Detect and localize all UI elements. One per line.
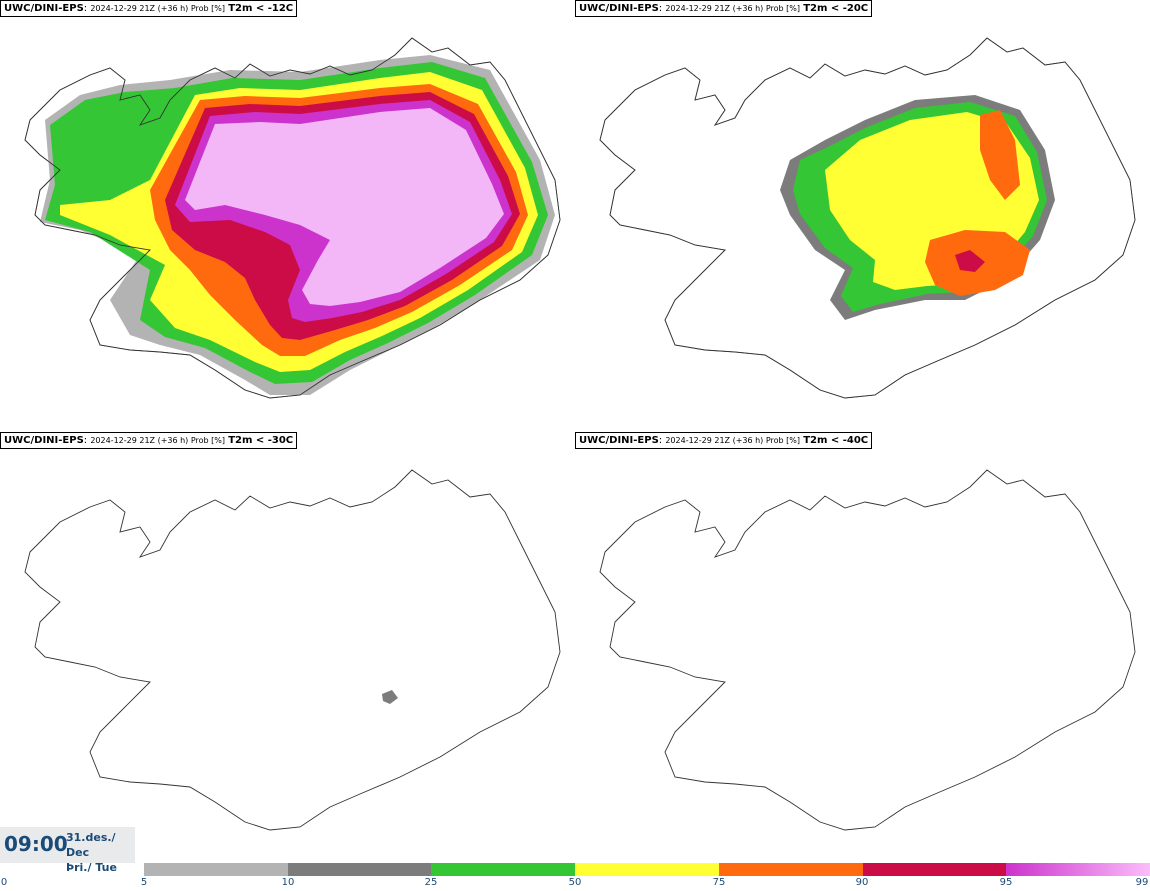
valid-date-line2: Þri./ Tue (66, 861, 117, 874)
valid-date: 31.des./ Dec Þri./ Tue (66, 830, 135, 875)
map-panel-t2m-minus-20: UWC/DINI-EPS: 2024-12-29 21Z (+36 h) Pro… (575, 0, 1150, 432)
colorbar-tick-5: 5 (140, 877, 148, 888)
iceland-probability-map (599, 469, 1136, 831)
model-name: UWC/DINI-EPS (4, 435, 84, 446)
valid-time-box: 09:00 31.des./ Dec Þri./ Tue (0, 827, 135, 874)
variable-threshold: T2m < -20C (803, 3, 869, 14)
panel-caption: UWC/DINI-EPS: 2024-12-29 21Z (+36 h) Pro… (0, 432, 298, 449)
colorbar-tick-25: 25 (424, 877, 438, 888)
probability-colorbar (144, 863, 1150, 876)
iceland-probability-map (24, 37, 561, 399)
colorbar-segment-90-95 (862, 863, 1007, 876)
prob-90-area (955, 250, 985, 272)
colorbar-segment-95-99 (1006, 863, 1150, 876)
variable-threshold: T2m < -12C (228, 3, 294, 14)
iceland-probability-map (24, 469, 561, 831)
colorbar-tick-95: 95 (999, 877, 1013, 888)
run-info: 2024-12-29 21Z (+36 h) Prob [%] (665, 436, 801, 445)
colorbar-tick-99: 99 (1135, 877, 1149, 888)
variable-threshold: T2m < -30C (228, 435, 294, 446)
model-name: UWC/DINI-EPS (579, 435, 659, 446)
prob-99-area (185, 108, 504, 306)
colorbar-tick-10: 10 (281, 877, 295, 888)
colorbar-segment-75-90 (718, 863, 863, 876)
run-info: 2024-12-29 21Z (+36 h) Prob [%] (90, 4, 226, 13)
panel-caption: UWC/DINI-EPS: 2024-12-29 21Z (+36 h) Pro… (575, 0, 873, 17)
iceland-probability-map (599, 37, 1136, 399)
valid-time: 09:00 (4, 832, 68, 856)
run-info: 2024-12-29 21Z (+36 h) Prob [%] (90, 436, 226, 445)
panel-caption: UWC/DINI-EPS: 2024-12-29 21Z (+36 h) Pro… (0, 0, 298, 17)
map-panel-t2m-minus-12: UWC/DINI-EPS: 2024-12-29 21Z (+36 h) Pro… (0, 0, 575, 432)
map-panel-t2m-minus-40: UWC/DINI-EPS: 2024-12-29 21Z (+36 h) Pro… (575, 432, 1150, 864)
map-panel-t2m-minus-30: UWC/DINI-EPS: 2024-12-29 21Z (+36 h) Pro… (0, 432, 575, 864)
colorbar-tick-75: 75 (712, 877, 726, 888)
colorbar-segment-50-75 (575, 863, 719, 876)
model-name: UWC/DINI-EPS (4, 3, 84, 14)
colorbar-segment-5-10 (144, 863, 288, 876)
variable-threshold: T2m < -40C (803, 435, 869, 446)
colorbar-tick-50: 50 (568, 877, 582, 888)
prob-75-area-north (980, 110, 1020, 200)
valid-date-line1: 31.des./ Dec (66, 831, 116, 859)
colorbar-segment-25-50 (431, 863, 576, 876)
panel-caption: UWC/DINI-EPS: 2024-12-29 21Z (+36 h) Pro… (575, 432, 873, 449)
prob-10-area (382, 690, 398, 704)
run-info: 2024-12-29 21Z (+36 h) Prob [%] (665, 4, 801, 13)
colorbar-segment-10-25 (287, 863, 432, 876)
colorbar-tick-90: 90 (855, 877, 869, 888)
model-name: UWC/DINI-EPS (579, 3, 659, 14)
colorbar-tick-0: 0 (0, 877, 8, 888)
